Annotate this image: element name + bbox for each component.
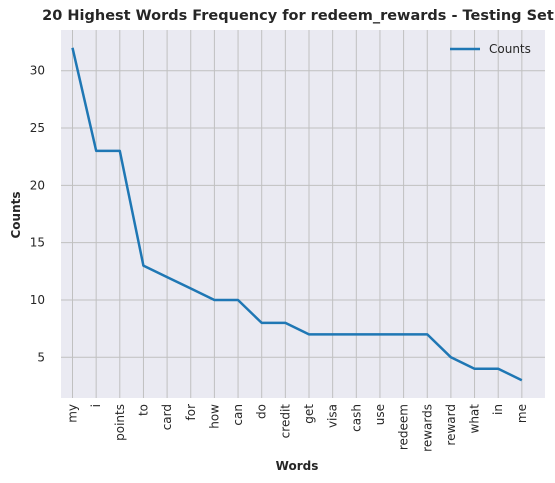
data-point <box>141 264 145 268</box>
plot-background <box>61 30 545 398</box>
x-tick-label: can <box>231 404 245 426</box>
data-point <box>331 332 335 336</box>
x-tick-label: cash <box>349 404 363 432</box>
x-tick-label: points <box>113 404 127 441</box>
data-point <box>378 332 382 336</box>
data-point <box>283 321 287 325</box>
x-tick-label: my <box>66 404 80 423</box>
grid <box>61 30 545 398</box>
data-point <box>189 287 193 291</box>
series-layer <box>71 46 524 382</box>
data-point <box>260 321 264 325</box>
x-tick-label: reward <box>444 404 458 446</box>
y-tick-label: 30 <box>30 64 45 78</box>
x-tick-label: rewards <box>420 404 434 452</box>
y-tick-label: 25 <box>30 121 45 135</box>
y-tick-label: 20 <box>30 178 45 192</box>
legend-label-counts: Counts <box>489 42 531 56</box>
x-tick-label: in <box>491 404 505 415</box>
x-tick-label: what <box>468 404 482 434</box>
x-tick-label: how <box>207 404 221 429</box>
y-tick-label: 10 <box>30 293 45 307</box>
x-tick-label: credit <box>278 404 292 439</box>
data-point <box>496 367 500 371</box>
y-tick-label: 15 <box>30 236 45 250</box>
x-tick-label: i <box>89 404 103 407</box>
data-point <box>354 332 358 336</box>
legend: Counts <box>450 42 531 56</box>
x-axis-label: Words <box>276 459 319 473</box>
data-point <box>425 332 429 336</box>
y-axis-label: Counts <box>9 191 23 238</box>
series-line-counts <box>71 47 523 382</box>
data-point <box>94 149 98 153</box>
chart-title: 20 Highest Words Frequency for redeem_re… <box>42 8 554 24</box>
data-point <box>212 298 216 302</box>
x-tick-label: card <box>160 404 174 430</box>
y-tick-label: 5 <box>37 350 45 364</box>
x-tick-label: get <box>302 404 316 424</box>
data-point <box>449 355 453 359</box>
tick-labels: my i points to card for how can do credit get visa c… <box>30 64 529 452</box>
data-point <box>402 332 406 336</box>
x-tick-label: do <box>255 404 269 419</box>
x-tick-label: to <box>136 404 150 416</box>
data-point <box>71 46 75 50</box>
data-point <box>473 367 477 371</box>
data-point <box>118 149 122 153</box>
x-tick-label: me <box>515 404 529 423</box>
data-point <box>165 275 169 279</box>
x-tick-label: redeem <box>397 404 411 450</box>
data-point <box>236 298 240 302</box>
data-point <box>520 378 524 382</box>
data-point <box>307 332 311 336</box>
x-tick-label: use <box>373 404 387 425</box>
x-tick-label: for <box>184 404 198 421</box>
x-tick-label: visa <box>326 404 340 428</box>
